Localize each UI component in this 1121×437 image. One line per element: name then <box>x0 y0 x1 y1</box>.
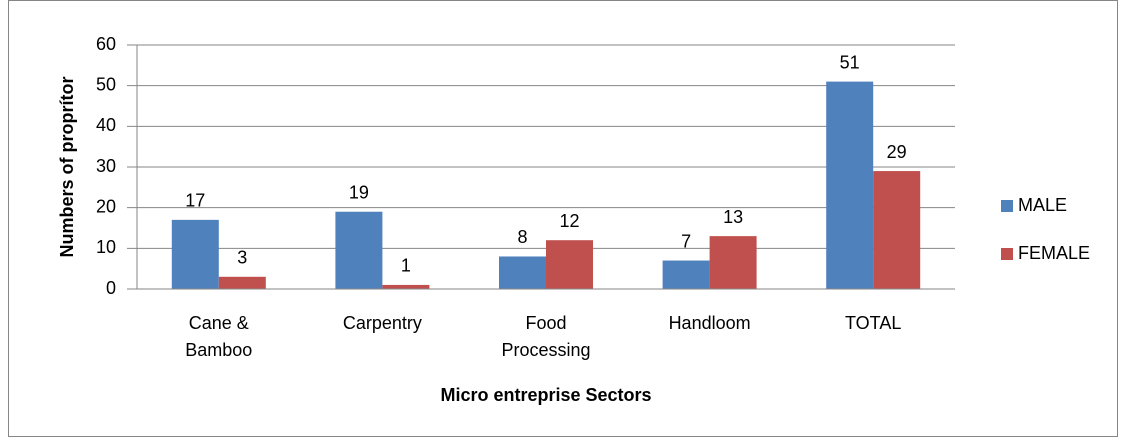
value-label: 29 <box>887 142 907 162</box>
y-tick-label: 20 <box>96 196 116 216</box>
y-tick-label: 50 <box>96 74 116 94</box>
y-axis-title: Numbers of proprítor <box>57 76 77 257</box>
x-tick-label: Carpentry <box>343 313 422 333</box>
x-tick-label: Cane & Bamboo <box>185 313 252 360</box>
bar <box>171 219 219 289</box>
bar <box>218 276 266 289</box>
bar <box>873 171 921 289</box>
x-axis-title: Micro entreprise Sectors <box>440 385 651 405</box>
value-label: 7 <box>681 231 691 251</box>
value-label: 1 <box>401 256 411 276</box>
y-tick-label: 0 <box>106 278 116 298</box>
chart-border <box>8 0 1118 437</box>
y-tick-label: 60 <box>96 34 116 54</box>
x-tick-label: Food Processing <box>501 313 590 360</box>
bar <box>382 284 430 289</box>
value-label: 19 <box>349 182 369 202</box>
legend-label: MALE <box>1018 195 1067 215</box>
y-tick-label: 30 <box>96 156 116 176</box>
legend-swatch <box>1001 248 1013 260</box>
value-label: 13 <box>723 207 743 227</box>
value-label: 51 <box>840 52 860 72</box>
value-label: 3 <box>237 248 247 268</box>
x-tick-label: TOTAL <box>845 313 901 333</box>
legend-swatch <box>1001 200 1013 212</box>
value-label: 12 <box>559 211 579 231</box>
bar <box>709 236 757 289</box>
bar <box>546 240 593 289</box>
value-label: 8 <box>517 227 527 247</box>
bar <box>335 211 383 289</box>
y-tick-label: 10 <box>96 237 116 257</box>
legend-label: FEMALE <box>1018 243 1090 263</box>
bar <box>826 81 874 289</box>
bar <box>499 256 546 289</box>
x-tick-label: Handloom <box>669 313 751 333</box>
y-tick-label: 40 <box>96 115 116 135</box>
bar <box>662 260 710 289</box>
value-label: 17 <box>185 191 205 211</box>
